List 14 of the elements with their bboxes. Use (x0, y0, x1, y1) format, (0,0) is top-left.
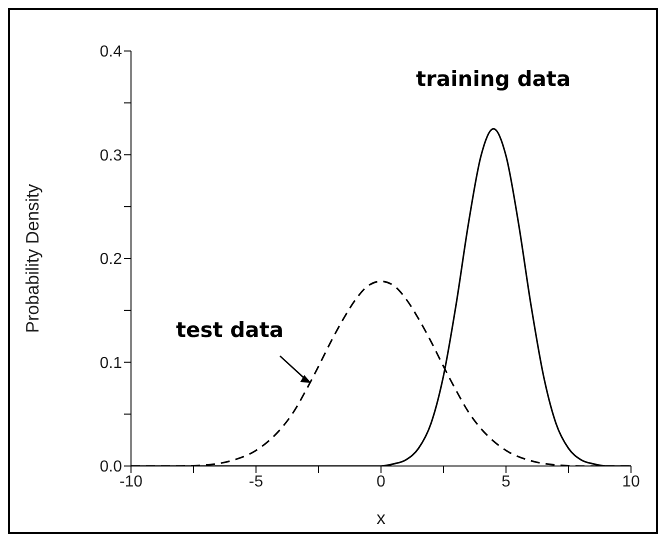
y-tick-label: 0.2 (100, 251, 122, 268)
x-axis-title: x (376, 508, 386, 528)
x-tick-label: 0 (376, 473, 386, 490)
text: training data (416, 66, 571, 91)
x-tick-label: 10 (622, 473, 640, 490)
y-tick-label: 0.4 (100, 44, 122, 61)
x-tick-label: -5 (248, 473, 264, 490)
y-tick-label: 0.0 (100, 458, 122, 476)
x-tick-label: 5 (502, 473, 511, 490)
y-tick-label: 0.1 (100, 354, 122, 372)
text: test data (176, 318, 284, 342)
x-tick-label: -10 (119, 473, 143, 490)
y-tick-label: 0.3 (100, 147, 122, 164)
y-axis-title: Probability Density (22, 184, 42, 334)
